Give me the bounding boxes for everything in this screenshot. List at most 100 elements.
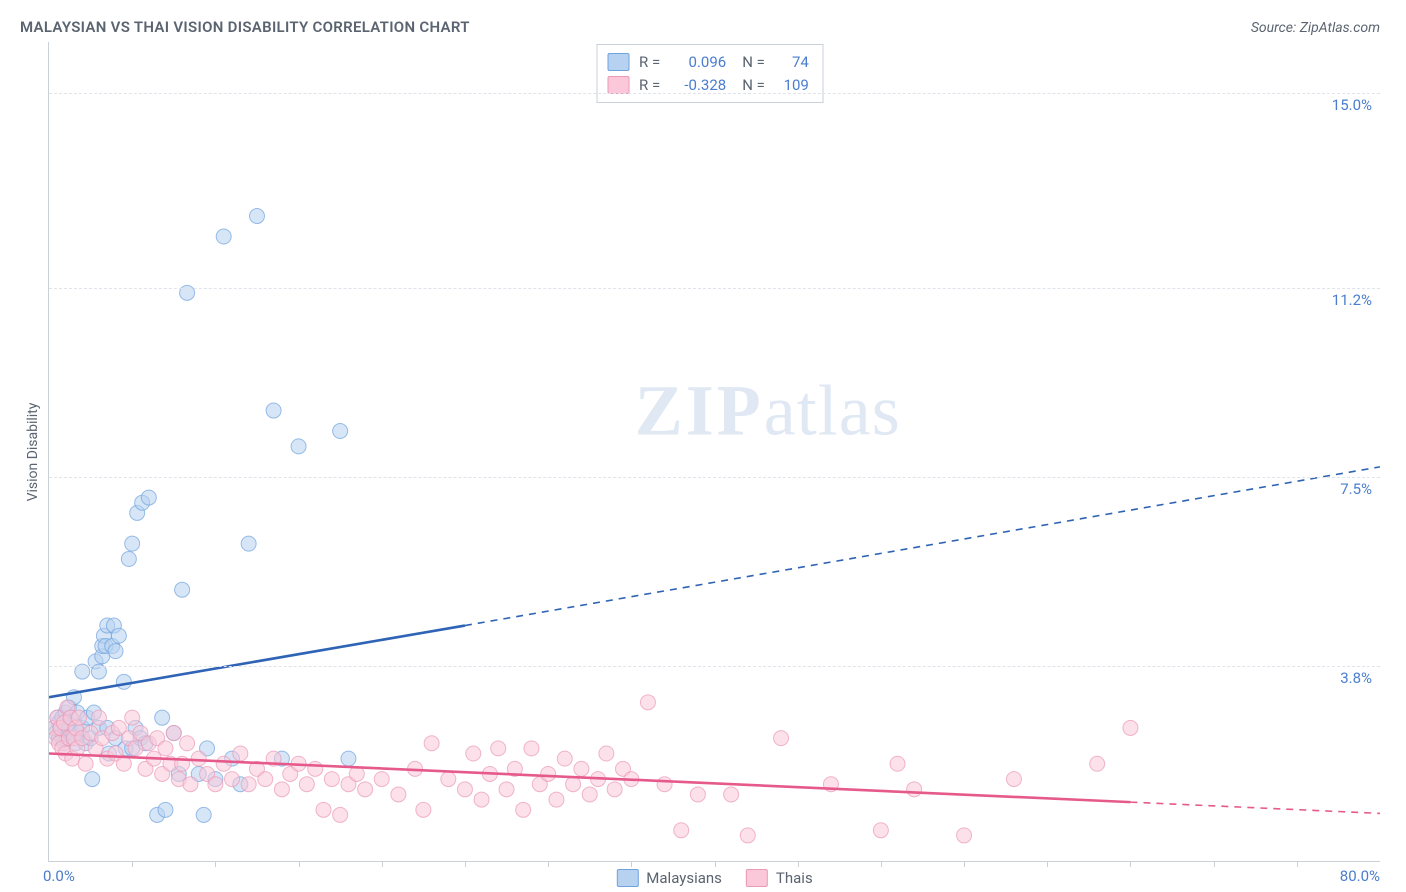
data-point bbox=[175, 582, 190, 597]
data-point bbox=[566, 777, 581, 792]
plot-svg bbox=[49, 42, 1380, 861]
x-tick bbox=[382, 861, 383, 867]
data-point bbox=[599, 746, 614, 761]
data-point bbox=[158, 802, 173, 817]
x-tick bbox=[964, 861, 965, 867]
data-point bbox=[216, 756, 231, 771]
data-point bbox=[308, 761, 323, 776]
data-point bbox=[266, 403, 281, 418]
plot-area: ZIPatlas R = 0.096 N = 74 R = -0.328 N =… bbox=[48, 42, 1380, 862]
x-tick bbox=[1130, 861, 1131, 867]
data-point bbox=[491, 741, 506, 756]
data-point bbox=[657, 777, 672, 792]
data-point bbox=[324, 772, 339, 787]
data-point bbox=[774, 731, 789, 746]
data-point bbox=[299, 777, 314, 792]
x-tick bbox=[299, 861, 300, 867]
chart-title: MALAYSIAN VS THAI VISION DISABILITY CORR… bbox=[20, 18, 470, 36]
data-point bbox=[516, 802, 531, 817]
data-point bbox=[71, 710, 86, 725]
data-point bbox=[78, 756, 93, 771]
data-point bbox=[249, 209, 264, 224]
data-point bbox=[85, 772, 100, 787]
legend-swatch bbox=[746, 869, 768, 887]
data-point bbox=[391, 787, 406, 802]
data-point bbox=[158, 741, 173, 756]
series-legend-item: Malaysians bbox=[616, 869, 722, 887]
data-point bbox=[957, 828, 972, 843]
data-point bbox=[233, 746, 248, 761]
legend-swatch bbox=[616, 869, 638, 887]
data-point bbox=[111, 628, 126, 643]
gridline bbox=[49, 477, 1380, 478]
trend-line-dashed bbox=[465, 467, 1380, 626]
gridline bbox=[49, 666, 1380, 667]
data-point bbox=[1123, 720, 1138, 735]
data-point bbox=[740, 828, 755, 843]
data-point bbox=[333, 807, 348, 822]
data-point bbox=[466, 746, 481, 761]
data-point bbox=[907, 782, 922, 797]
data-point bbox=[183, 777, 198, 792]
origin-label: 0.0% bbox=[43, 867, 75, 885]
x-tick bbox=[465, 861, 466, 867]
x-tick bbox=[132, 861, 133, 867]
y-tick-label: 11.2% bbox=[1332, 291, 1372, 309]
legend-n-label: N = bbox=[742, 51, 765, 74]
y-tick-label: 7.5% bbox=[1340, 480, 1372, 498]
data-point bbox=[141, 490, 156, 505]
data-point bbox=[225, 772, 240, 787]
data-point bbox=[541, 766, 556, 781]
series-legend: Malaysians Thais bbox=[616, 869, 812, 887]
data-point bbox=[116, 756, 131, 771]
data-point bbox=[358, 782, 373, 797]
legend-swatch bbox=[607, 53, 629, 71]
data-point bbox=[125, 536, 140, 551]
data-point bbox=[128, 741, 143, 756]
plot-wrapper: Vision Disability ZIPatlas R = 0.096 N =… bbox=[18, 42, 1380, 862]
x-tick bbox=[1297, 861, 1298, 867]
x-tick bbox=[215, 861, 216, 867]
chart-source: Source: ZipAtlas.com bbox=[1251, 20, 1380, 36]
data-point bbox=[674, 823, 689, 838]
series-legend-label: Malaysians bbox=[646, 869, 722, 887]
x-tick bbox=[548, 861, 549, 867]
data-point bbox=[108, 644, 123, 659]
data-point bbox=[424, 736, 439, 751]
data-point bbox=[524, 741, 539, 756]
data-point bbox=[474, 792, 489, 807]
data-point bbox=[216, 229, 231, 244]
data-point bbox=[241, 777, 256, 792]
data-point bbox=[574, 761, 589, 776]
series-legend-item: Thais bbox=[746, 869, 813, 887]
legend-swatch bbox=[607, 76, 629, 94]
data-point bbox=[333, 424, 348, 439]
data-point bbox=[291, 439, 306, 454]
data-point bbox=[690, 787, 705, 802]
data-point bbox=[557, 751, 572, 766]
data-point bbox=[274, 782, 289, 797]
data-point bbox=[441, 772, 456, 787]
data-point bbox=[341, 751, 356, 766]
data-point bbox=[196, 807, 211, 822]
data-point bbox=[873, 823, 888, 838]
data-point bbox=[640, 695, 655, 710]
x-tick bbox=[715, 861, 716, 867]
data-point bbox=[191, 751, 206, 766]
legend-r-value: 0.096 bbox=[670, 51, 726, 74]
data-point bbox=[208, 777, 223, 792]
data-point bbox=[457, 782, 472, 797]
y-tick-label: 3.8% bbox=[1340, 669, 1372, 687]
data-point bbox=[116, 674, 131, 689]
x-tick bbox=[631, 861, 632, 867]
gridline bbox=[49, 288, 1380, 289]
data-point bbox=[374, 772, 389, 787]
series-legend-label: Thais bbox=[776, 869, 813, 887]
chart-header: MALAYSIAN VS THAI VISION DISABILITY CORR… bbox=[18, 18, 1380, 36]
gridline bbox=[49, 93, 1380, 94]
data-point bbox=[180, 736, 195, 751]
data-point bbox=[582, 787, 597, 802]
data-point bbox=[91, 710, 106, 725]
y-axis-label-box: Vision Disability bbox=[18, 42, 48, 862]
legend-row: R = 0.096 N = 74 bbox=[607, 51, 809, 74]
